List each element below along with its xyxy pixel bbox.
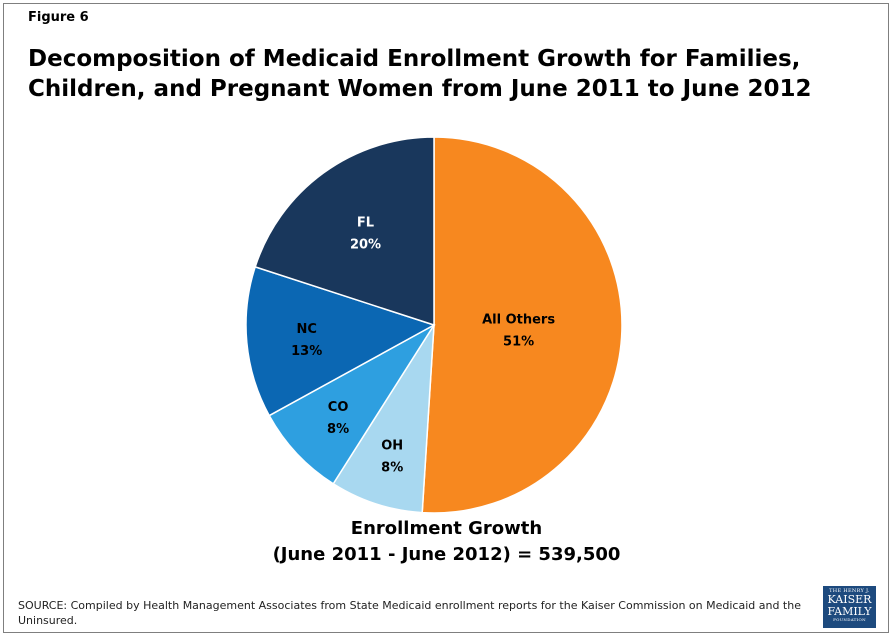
logo-line-1: THE HENRY J. xyxy=(829,588,870,594)
pie-slice-co xyxy=(268,324,435,485)
pie-slice-all-others xyxy=(421,136,623,514)
caption-line-2: (June 2011 - June 2012) = 539,500 xyxy=(272,544,621,565)
slice-label-nc: NC xyxy=(296,322,316,337)
chart-title: Decomposition of Medicaid Enrollment Gro… xyxy=(28,44,848,104)
kaiser-logo: THE HENRY J. KAISER FAMILY FOUNDATION xyxy=(823,586,876,628)
slice-label-fl: FL xyxy=(357,216,374,231)
caption-line-1: Enrollment Growth xyxy=(350,518,543,539)
slice-value-co: 8% xyxy=(327,422,349,437)
pie-slices xyxy=(245,136,623,514)
chart-title-line-2: Children, and Pregnant Women from June 2… xyxy=(28,76,812,102)
logo-line-3: FAMILY xyxy=(827,605,872,618)
pie-slice-fl xyxy=(254,136,435,327)
slice-value-nc: 13% xyxy=(291,344,322,359)
figure-label: Figure 6 xyxy=(28,10,89,25)
pie-labels: All Others 51% OH 8% CO 8% NC 13% FL 20% xyxy=(291,216,555,476)
pie-slice-oh xyxy=(332,324,435,514)
logo-line-2: KAISER xyxy=(827,593,872,606)
slice-value-all-others: 51% xyxy=(503,335,534,350)
source-note: SOURCE: Compiled by Health Management As… xyxy=(18,599,801,627)
slice-label-co: CO xyxy=(328,400,349,415)
slice-value-fl: 20% xyxy=(350,238,381,253)
slice-label-all-others: All Others xyxy=(482,313,555,328)
chart-title-line-1: Decomposition of Medicaid Enrollment Gro… xyxy=(28,46,801,72)
slice-label-oh: OH xyxy=(381,439,403,454)
logo-line-4: FOUNDATION xyxy=(833,617,866,622)
pie-slice-nc xyxy=(245,265,436,417)
slice-value-oh: 8% xyxy=(381,461,403,476)
